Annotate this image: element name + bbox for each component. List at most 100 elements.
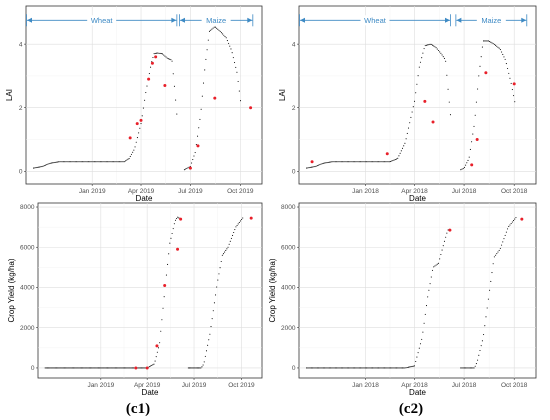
p2-simulated-point [406, 132, 408, 134]
p4-simulated-point [403, 367, 405, 369]
p3-simulated-point [199, 367, 201, 369]
p2-simulated-point [502, 53, 504, 56]
p4-simulated-point [514, 218, 516, 220]
p4-simulated-point [388, 367, 390, 369]
p3-simulated-point [85, 367, 87, 369]
p4-simulated-point [312, 367, 314, 369]
p1-simulated-point [223, 34, 225, 36]
p3-simulated-point [153, 363, 155, 365]
p3-simulated-point [129, 367, 131, 369]
p2-simulated-point [379, 161, 381, 163]
p2-simulated-point [355, 161, 357, 163]
p4-simulated-point [435, 264, 437, 266]
p3-simulated-point [161, 319, 163, 321]
p1-simulated-point [214, 26, 217, 28]
p1-simulated-point [207, 39, 209, 41]
p2-simulated-point [312, 166, 314, 168]
p2-simulated-point [366, 161, 368, 163]
p2-simulated-point [377, 161, 380, 163]
p2-simulated-point [495, 44, 497, 46]
p4-simulated-point [355, 367, 357, 369]
p3-simulated-point [76, 367, 78, 369]
p1-simulated-point [186, 167, 188, 169]
p4-simulated-point [498, 249, 500, 251]
p4-simulated-point [442, 245, 444, 247]
p4-simulated-point [350, 367, 352, 369]
p3-simulated-point [69, 367, 71, 369]
p1-y-tick-label: 0 [19, 168, 23, 175]
p2-simulated-point [468, 156, 470, 158]
p1-simulated-point [218, 29, 220, 31]
p3-simulated-point [172, 228, 174, 230]
p2-simulated-point [380, 161, 382, 163]
p3-simulated-point [89, 367, 92, 369]
p4-simulated-point [471, 367, 473, 369]
p3-simulated-point [155, 356, 157, 358]
p2-simulated-point [357, 161, 359, 163]
p4-simulated-point [325, 367, 327, 369]
p4-simulated-point [405, 367, 407, 369]
p1-simulated-point [217, 28, 219, 30]
p4-x-tick-label: Jul 2018 [452, 382, 477, 389]
p3-simulated-point [174, 219, 177, 221]
p3-simulated-point [88, 367, 90, 369]
p3-simulated-point [61, 367, 63, 369]
p4-simulated-point [345, 367, 347, 369]
p3-x-tick-label: Jul 2019 [182, 382, 207, 389]
p1-simulated-point [85, 161, 87, 163]
p4-simulated-point [333, 367, 335, 369]
p4-simulated-point [376, 367, 378, 369]
p3-simulated-point [235, 226, 237, 228]
p4-simulated-point [320, 367, 322, 369]
p1-simulated-point [142, 107, 144, 109]
p1-simulated-point [193, 155, 195, 157]
p1-simulated-point [102, 161, 104, 163]
p2-simulated-point [306, 167, 308, 169]
p2-simulated-point [364, 161, 366, 163]
p1-simulated-point [41, 166, 43, 168]
p2-observed-point [512, 82, 516, 86]
p3-simulated-point [168, 253, 170, 255]
p1-simulated-point [53, 162, 55, 164]
p1-simulated-point [61, 161, 63, 163]
p2-simulated-point [461, 168, 463, 170]
p1-simulated-point [158, 52, 160, 54]
p2-simulated-point [333, 161, 335, 163]
p3-simulated-point [45, 367, 47, 369]
p2-simulated-point [351, 161, 353, 163]
p2-simulated-point [356, 161, 358, 163]
yield-panel-2018: 0 2000 4000 6000 8000 Jan 2018 Apr 2018 Jul 201… [268, 202, 537, 397]
p4-simulated-point [418, 347, 420, 349]
p1-simulated-point [141, 115, 143, 117]
p2-observed-point [310, 160, 314, 164]
p4-simulated-point [391, 367, 393, 369]
p4-y-tick-label: 8000 [281, 204, 296, 211]
p2-simulated-point [320, 163, 322, 165]
p1-simulated-point [118, 161, 121, 163]
p3-y-axis-title: Crop Yield (kg/ha) [7, 258, 16, 322]
p1-x-tick-label: Jan 2019 [79, 188, 106, 195]
p2-x-tick-label: Oct 2018 [501, 188, 528, 195]
p3-simulated-point [58, 367, 60, 369]
p4-simulated-point [513, 220, 515, 222]
p2-simulated-point [496, 45, 498, 47]
p3-observed-point [176, 247, 180, 251]
p3-simulated-point [198, 367, 200, 369]
p1-segment-arrow-right [247, 17, 253, 23]
p4-simulated-point [328, 367, 330, 369]
p3-simulated-point [66, 367, 68, 369]
p1-simulated-point [229, 45, 231, 47]
p2-simulated-point [469, 148, 471, 151]
p3-simulated-point [122, 367, 124, 369]
p2-simulated-point [397, 157, 399, 159]
p4-simulated-point [465, 367, 467, 369]
p2-simulated-point [375, 161, 377, 163]
p2-simulated-point [339, 161, 341, 163]
p4-simulated-point [422, 331, 424, 333]
p3-x-axis-title: Date [142, 388, 159, 397]
p1-simulated-point [46, 164, 48, 166]
p2-simulated-point [422, 52, 424, 54]
p2-simulated-point [486, 40, 488, 42]
p3-y-tick-label: 4000 [20, 285, 35, 292]
p1-y-tick-label: 2 [19, 105, 23, 112]
